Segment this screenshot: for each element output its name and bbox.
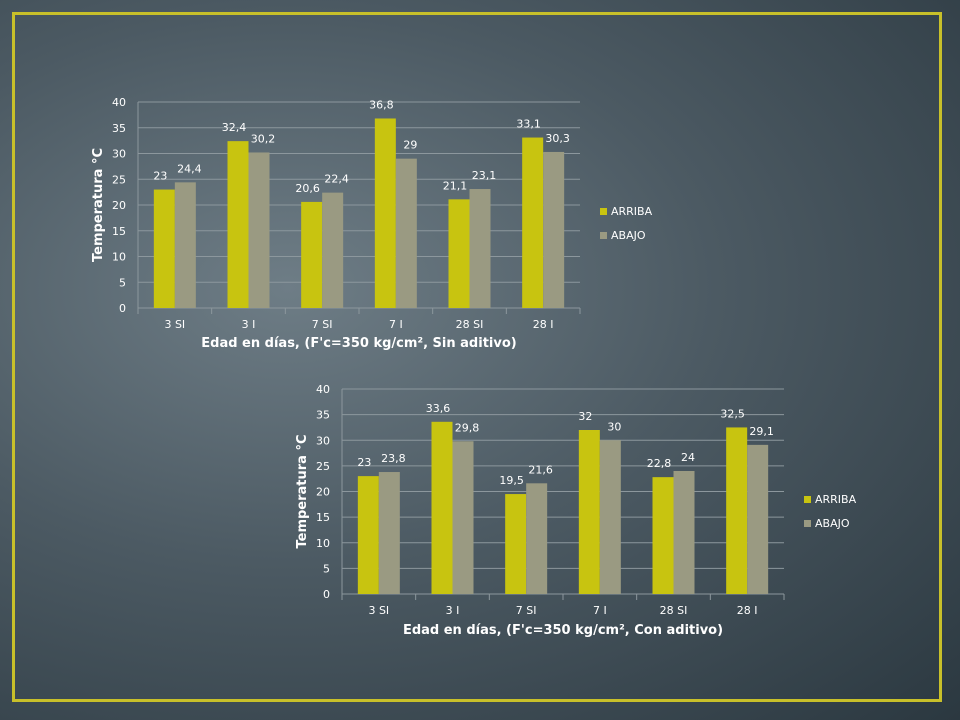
data-label: 32,5: [720, 407, 745, 420]
y-tick-label: 0: [119, 302, 126, 315]
y-axis-title: Temperatura °C: [295, 434, 310, 548]
x-tick-label: 3 SI: [368, 604, 389, 617]
bar-arriba: [652, 477, 674, 594]
bar-abajo: [378, 472, 400, 594]
x-tick-label: 28 I: [533, 318, 554, 331]
bar-arriba: [431, 421, 453, 594]
y-tick-label: 15: [316, 511, 330, 524]
data-label: 29,1: [749, 425, 774, 438]
y-tick-label: 20: [112, 199, 126, 212]
legend-label-abajo: ABAJO: [611, 229, 646, 242]
data-label: 24,4: [177, 162, 202, 175]
y-tick-label: 5: [119, 276, 126, 289]
chart-2: 0 5 10 15 20 25 30 35 40 23 23,8 3 SI 33,6 29,8 3 I 19,…: [295, 383, 857, 638]
bar-arriba: [726, 427, 748, 594]
bar-arriba: [448, 199, 470, 308]
bar-arriba: [505, 494, 527, 594]
y-axis-title: Temperatura °C: [91, 148, 106, 262]
x-tick-label: 28 SI: [456, 318, 484, 331]
y-tick-label: 35: [112, 122, 126, 135]
legend-label-abajo: ABAJO: [815, 517, 850, 530]
x-tick-label: 7 I: [389, 318, 403, 331]
bar-abajo: [469, 189, 491, 308]
data-label: 20,6: [295, 182, 320, 195]
bar-arriba: [374, 118, 396, 308]
data-label: 33,6: [426, 402, 451, 415]
bar-abajo: [322, 192, 344, 308]
data-label: 32: [578, 410, 592, 423]
bar-abajo: [174, 182, 196, 308]
data-label: 23,1: [472, 169, 497, 182]
data-label: 29: [403, 139, 417, 152]
legend-label-arriba: ARRIBA: [815, 493, 857, 506]
y-tick-label: 15: [112, 225, 126, 238]
y-tick-label: 10: [112, 251, 126, 264]
x-tick-label: 7 I: [593, 604, 607, 617]
data-label: 32,4: [222, 121, 247, 134]
y-tick-label: 0: [323, 588, 330, 601]
bar-arriba: [153, 189, 175, 308]
y-tick-label: 10: [316, 537, 330, 550]
bar-arriba: [578, 430, 600, 594]
x-axis-title: Edad en días, (F'c=350 kg/cm², Sin aditi…: [201, 336, 516, 351]
data-label: 29,8: [455, 421, 480, 434]
bar-abajo: [543, 151, 565, 308]
legend-label-arriba: ARRIBA: [611, 205, 653, 218]
x-tick-label: 3 I: [242, 318, 256, 331]
legend-swatch-arriba: [600, 208, 607, 215]
data-label: 23: [357, 456, 371, 469]
x-tick-label: 3 I: [446, 604, 460, 617]
data-label: 30,3: [545, 132, 570, 145]
x-tick-label: 7 SI: [516, 604, 537, 617]
x-tick-label: 28 I: [737, 604, 758, 617]
y-tick-label: 25: [316, 460, 330, 473]
y-tick-label: 20: [316, 486, 330, 499]
bar-abajo: [747, 444, 769, 594]
data-label: 23: [153, 170, 167, 183]
bar-arriba: [227, 141, 249, 308]
legend-swatch-abajo: [600, 232, 607, 239]
data-label: 21,1: [443, 179, 468, 192]
x-tick-label: 28 SI: [660, 604, 688, 617]
data-label: 30,2: [251, 132, 276, 145]
bar-abajo: [673, 471, 695, 594]
bar-abajo: [395, 158, 417, 308]
data-label: 23,8: [381, 452, 406, 465]
bar-arriba: [301, 201, 323, 308]
legend-swatch-arriba: [804, 496, 811, 503]
x-tick-label: 3 SI: [164, 318, 185, 331]
data-label: 22,4: [324, 173, 349, 186]
bar-abajo: [599, 440, 621, 594]
data-label: 33,1: [516, 118, 541, 131]
y-tick-label: 30: [316, 434, 330, 447]
data-label: 22,8: [647, 457, 672, 470]
chart-1: 0 5 10 15 20 25 30 35 40 23 24,4 3 SI 32,4 30,2 3 I 20,…: [91, 96, 653, 351]
data-label: 19,5: [499, 474, 524, 487]
data-label: 24: [681, 451, 695, 464]
data-label: 30: [607, 420, 621, 433]
data-label: 36,8: [369, 98, 394, 111]
x-axis-title: Edad en días, (F'c=350 kg/cm², Con aditi…: [403, 623, 723, 638]
slide-frame: [12, 12, 942, 702]
y-tick-label: 40: [112, 96, 126, 109]
data-label: 21,6: [528, 463, 553, 476]
bar-abajo: [248, 152, 270, 308]
y-tick-label: 5: [323, 562, 330, 575]
y-tick-label: 25: [112, 173, 126, 186]
bar-abajo: [452, 441, 474, 594]
bar-abajo: [526, 483, 548, 594]
bar-arriba: [357, 476, 379, 594]
y-tick-label: 40: [316, 383, 330, 396]
y-tick-label: 35: [316, 409, 330, 422]
bar-arriba: [522, 137, 544, 308]
x-tick-label: 7 SI: [312, 318, 333, 331]
legend-swatch-abajo: [804, 520, 811, 527]
y-tick-label: 30: [112, 148, 126, 161]
